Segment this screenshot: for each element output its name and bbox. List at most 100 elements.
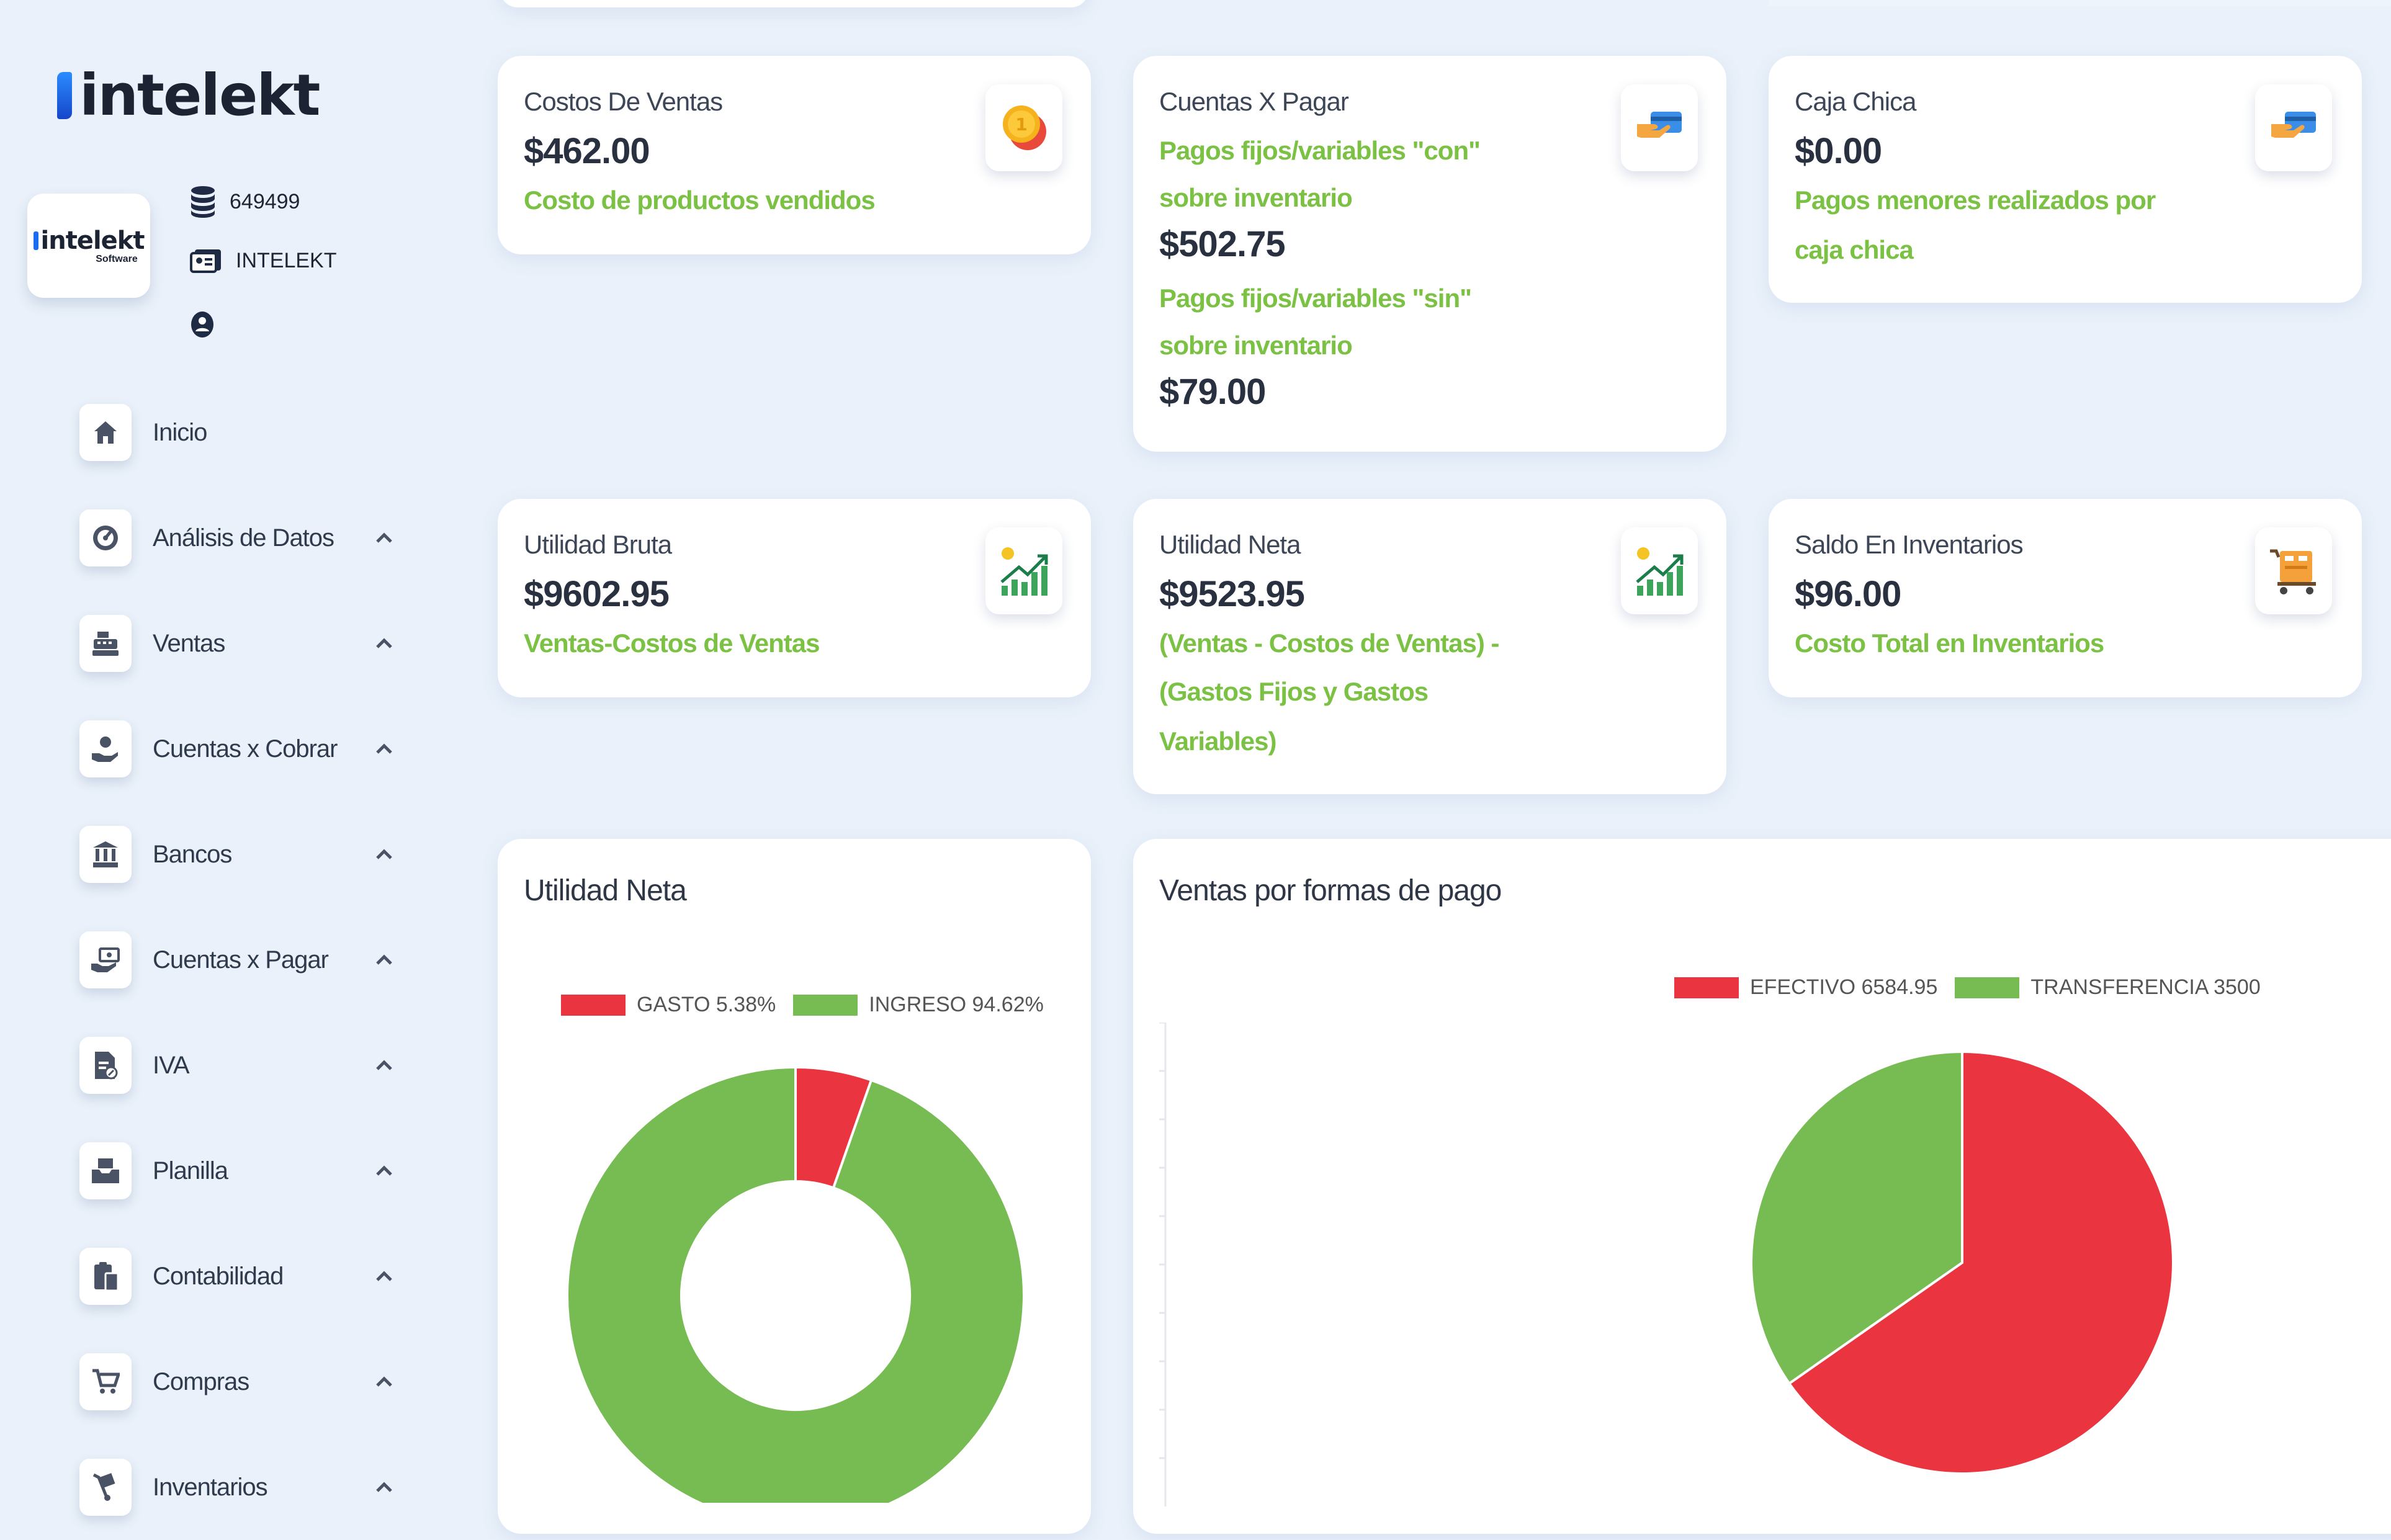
sidebar: intelekt intelekt Software 649499 INTELE… xyxy=(0,0,447,1516)
svg-text:1: 1 xyxy=(1015,114,1027,135)
card-amount-sin: $79.00 xyxy=(1159,372,1266,412)
sidebar-item-inventarios[interactable]: Inventarios xyxy=(79,1435,402,1540)
user-row[interactable] xyxy=(190,310,228,339)
sidebar-item-bancos[interactable]: Bancos xyxy=(79,802,402,907)
brand-logo[interactable]: intelekt xyxy=(57,67,320,124)
company-row: INTELEKT xyxy=(190,248,336,273)
tax-document-icon xyxy=(95,1052,118,1080)
sidebar-item-contabilidad[interactable]: Contabilidad xyxy=(79,1224,402,1329)
card-description: Costo de productos vendidos xyxy=(524,186,876,215)
chevron-up-icon[interactable] xyxy=(369,1165,400,1176)
card-utilidad-neta: Utilidad Neta $9523.95 (Ventas - Costos … xyxy=(1133,499,1726,794)
chart-axis-lines xyxy=(1159,1023,1167,1506)
card-icon-box xyxy=(1621,527,1698,614)
card-icon-box xyxy=(985,527,1062,614)
chevron-up-icon[interactable] xyxy=(369,532,400,544)
sidebar-item-label: Bancos xyxy=(153,840,232,868)
card-description: Costo Total en Inventarios xyxy=(1795,629,2104,658)
card-description-b: caja chica xyxy=(1795,235,1914,264)
card-top-partial xyxy=(500,0,1088,7)
card-description-2a: Pagos fijos/variables "sin" xyxy=(1159,284,1472,313)
sidebar-item-label: Planilla xyxy=(153,1157,228,1184)
sidebar-item-cuentas-x-cobrar[interactable]: Cuentas x Cobrar xyxy=(79,696,402,802)
card-description-1a: Pagos fijos/variables "con" xyxy=(1159,136,1481,165)
chevron-up-icon[interactable] xyxy=(369,638,400,649)
chart-legend: GASTO 5.38% INGRESO 94.62% xyxy=(561,993,1061,1017)
sidebar-item-planilla[interactable]: Planilla xyxy=(79,1118,402,1224)
id-card-icon xyxy=(190,249,221,273)
sidebar-item-analisis-de-datos[interactable]: Análisis de Datos xyxy=(79,485,402,591)
sidebar-item-inicio[interactable]: Inicio xyxy=(79,380,402,485)
legend-label-transferencia[interactable]: TRANSFERENCIA 3500 xyxy=(2030,975,2261,999)
sidebar-item-ventas[interactable]: Ventas xyxy=(79,591,402,696)
card-icon-box xyxy=(1621,84,1698,171)
hand-money-icon xyxy=(91,947,120,972)
logo-mark-icon xyxy=(33,231,38,250)
card-amount: $96.00 xyxy=(1795,574,1901,614)
sidebar-item-label: Cuentas x Pagar xyxy=(153,946,329,974)
card-icon-box xyxy=(2255,527,2332,614)
pie-slice-efectivo[interactable] xyxy=(1787,1050,2174,1475)
legend-label-gasto[interactable]: GASTO 5.38% xyxy=(637,993,776,1016)
brand-name: intelekt xyxy=(79,62,320,128)
card-description-a: Pagos menores realizados por xyxy=(1795,186,2156,215)
pie-chart xyxy=(1750,1050,2174,1475)
card-cuentas-pagar: Cuentas X Pagar Pagos fijos/variables "c… xyxy=(1133,56,1726,452)
company-name: INTELEKT xyxy=(236,248,337,272)
sidebar-item-label: Cuentas x Cobrar xyxy=(153,735,338,763)
sidebar-item-cuentas-x-pagar[interactable]: Cuentas x Pagar xyxy=(79,907,402,1013)
card-costos-ventas: Costos De Ventas $462.00 Costo de produc… xyxy=(498,56,1091,254)
sidebar-item-compras[interactable]: Compras xyxy=(79,1329,402,1435)
sidebar-item-label: Compras xyxy=(153,1368,249,1395)
sidebar-item-label: Inventarios xyxy=(153,1473,268,1501)
card-title: Caja Chica xyxy=(1795,87,1916,116)
cash-register-icon xyxy=(92,632,119,656)
pie-slice-transferencia[interactable] xyxy=(1750,1050,1963,1386)
growth-chart-icon xyxy=(1000,547,1048,596)
payroll-tray-icon xyxy=(92,1158,119,1183)
card-description: Ventas-Costos de Ventas xyxy=(524,629,820,658)
legend-label-efectivo[interactable]: EFECTIVO 6584.95 xyxy=(1750,975,1938,999)
card-caja-chica: Caja Chica $0.00 Pagos menores realizado… xyxy=(1769,56,2362,303)
pie-slice-ingreso[interactable] xyxy=(566,1065,1025,1503)
chevron-up-icon[interactable] xyxy=(369,954,400,965)
sidebar-item-label: Ventas xyxy=(153,629,225,657)
chevron-up-icon[interactable] xyxy=(369,1376,400,1387)
chevron-up-icon[interactable] xyxy=(369,1482,400,1493)
legend-swatch-gasto xyxy=(561,994,626,1016)
card-title: Utilidad Neta xyxy=(1159,530,1301,559)
dashboard-gauge-icon xyxy=(93,526,118,550)
sidebar-item-iva[interactable]: IVA xyxy=(79,1013,402,1118)
card-title: Utilidad Bruta xyxy=(524,530,672,559)
card-description-2b: sobre inventario xyxy=(1159,331,1353,360)
legend-swatch-efectivo xyxy=(1674,977,1739,998)
chart-legend: EFECTIVO 6584.95 TRANSFERENCIA 3500 xyxy=(1674,975,2278,1000)
card-amount: $462.00 xyxy=(524,131,650,171)
company-logo: intelekt Software xyxy=(27,194,150,298)
user-icon[interactable] xyxy=(190,310,215,339)
sidebar-item-label: Inicio xyxy=(153,418,207,446)
legend-label-ingreso[interactable]: INGRESO 94.62% xyxy=(869,993,1044,1016)
company-logo-text: intelekt xyxy=(40,226,145,255)
card-description-1b: sobre inventario xyxy=(1159,183,1353,212)
chevron-up-icon[interactable] xyxy=(369,743,400,754)
coins-icon: 1 xyxy=(1003,105,1046,150)
legend-swatch-transferencia xyxy=(1955,977,2020,998)
card-top-right-partial xyxy=(1769,0,2391,6)
card-title: Cuentas X Pagar xyxy=(1159,87,1349,116)
chart-card-ventas-formas-pago: Ventas por formas de pago EFECTIVO 6584.… xyxy=(1133,839,2391,1534)
home-icon xyxy=(94,421,117,444)
clipboard-icon xyxy=(94,1262,119,1292)
company-logo-sub: Software xyxy=(96,254,138,264)
legend-swatch-ingreso xyxy=(793,994,858,1016)
inventory-cart-icon xyxy=(2270,549,2316,594)
database-icon xyxy=(191,186,215,218)
chevron-up-icon[interactable] xyxy=(369,1060,400,1071)
chevron-up-icon[interactable] xyxy=(369,1271,400,1282)
card-amount: $0.00 xyxy=(1795,131,1882,171)
card-amount: $9602.95 xyxy=(524,574,670,614)
brand-mark-icon xyxy=(57,72,72,119)
chevron-up-icon[interactable] xyxy=(369,849,400,860)
sidebar-item-label: Análisis de Datos xyxy=(153,524,334,552)
card-saldo-inventarios: Saldo En Inventarios $96.00 Costo Total … xyxy=(1769,499,2362,697)
